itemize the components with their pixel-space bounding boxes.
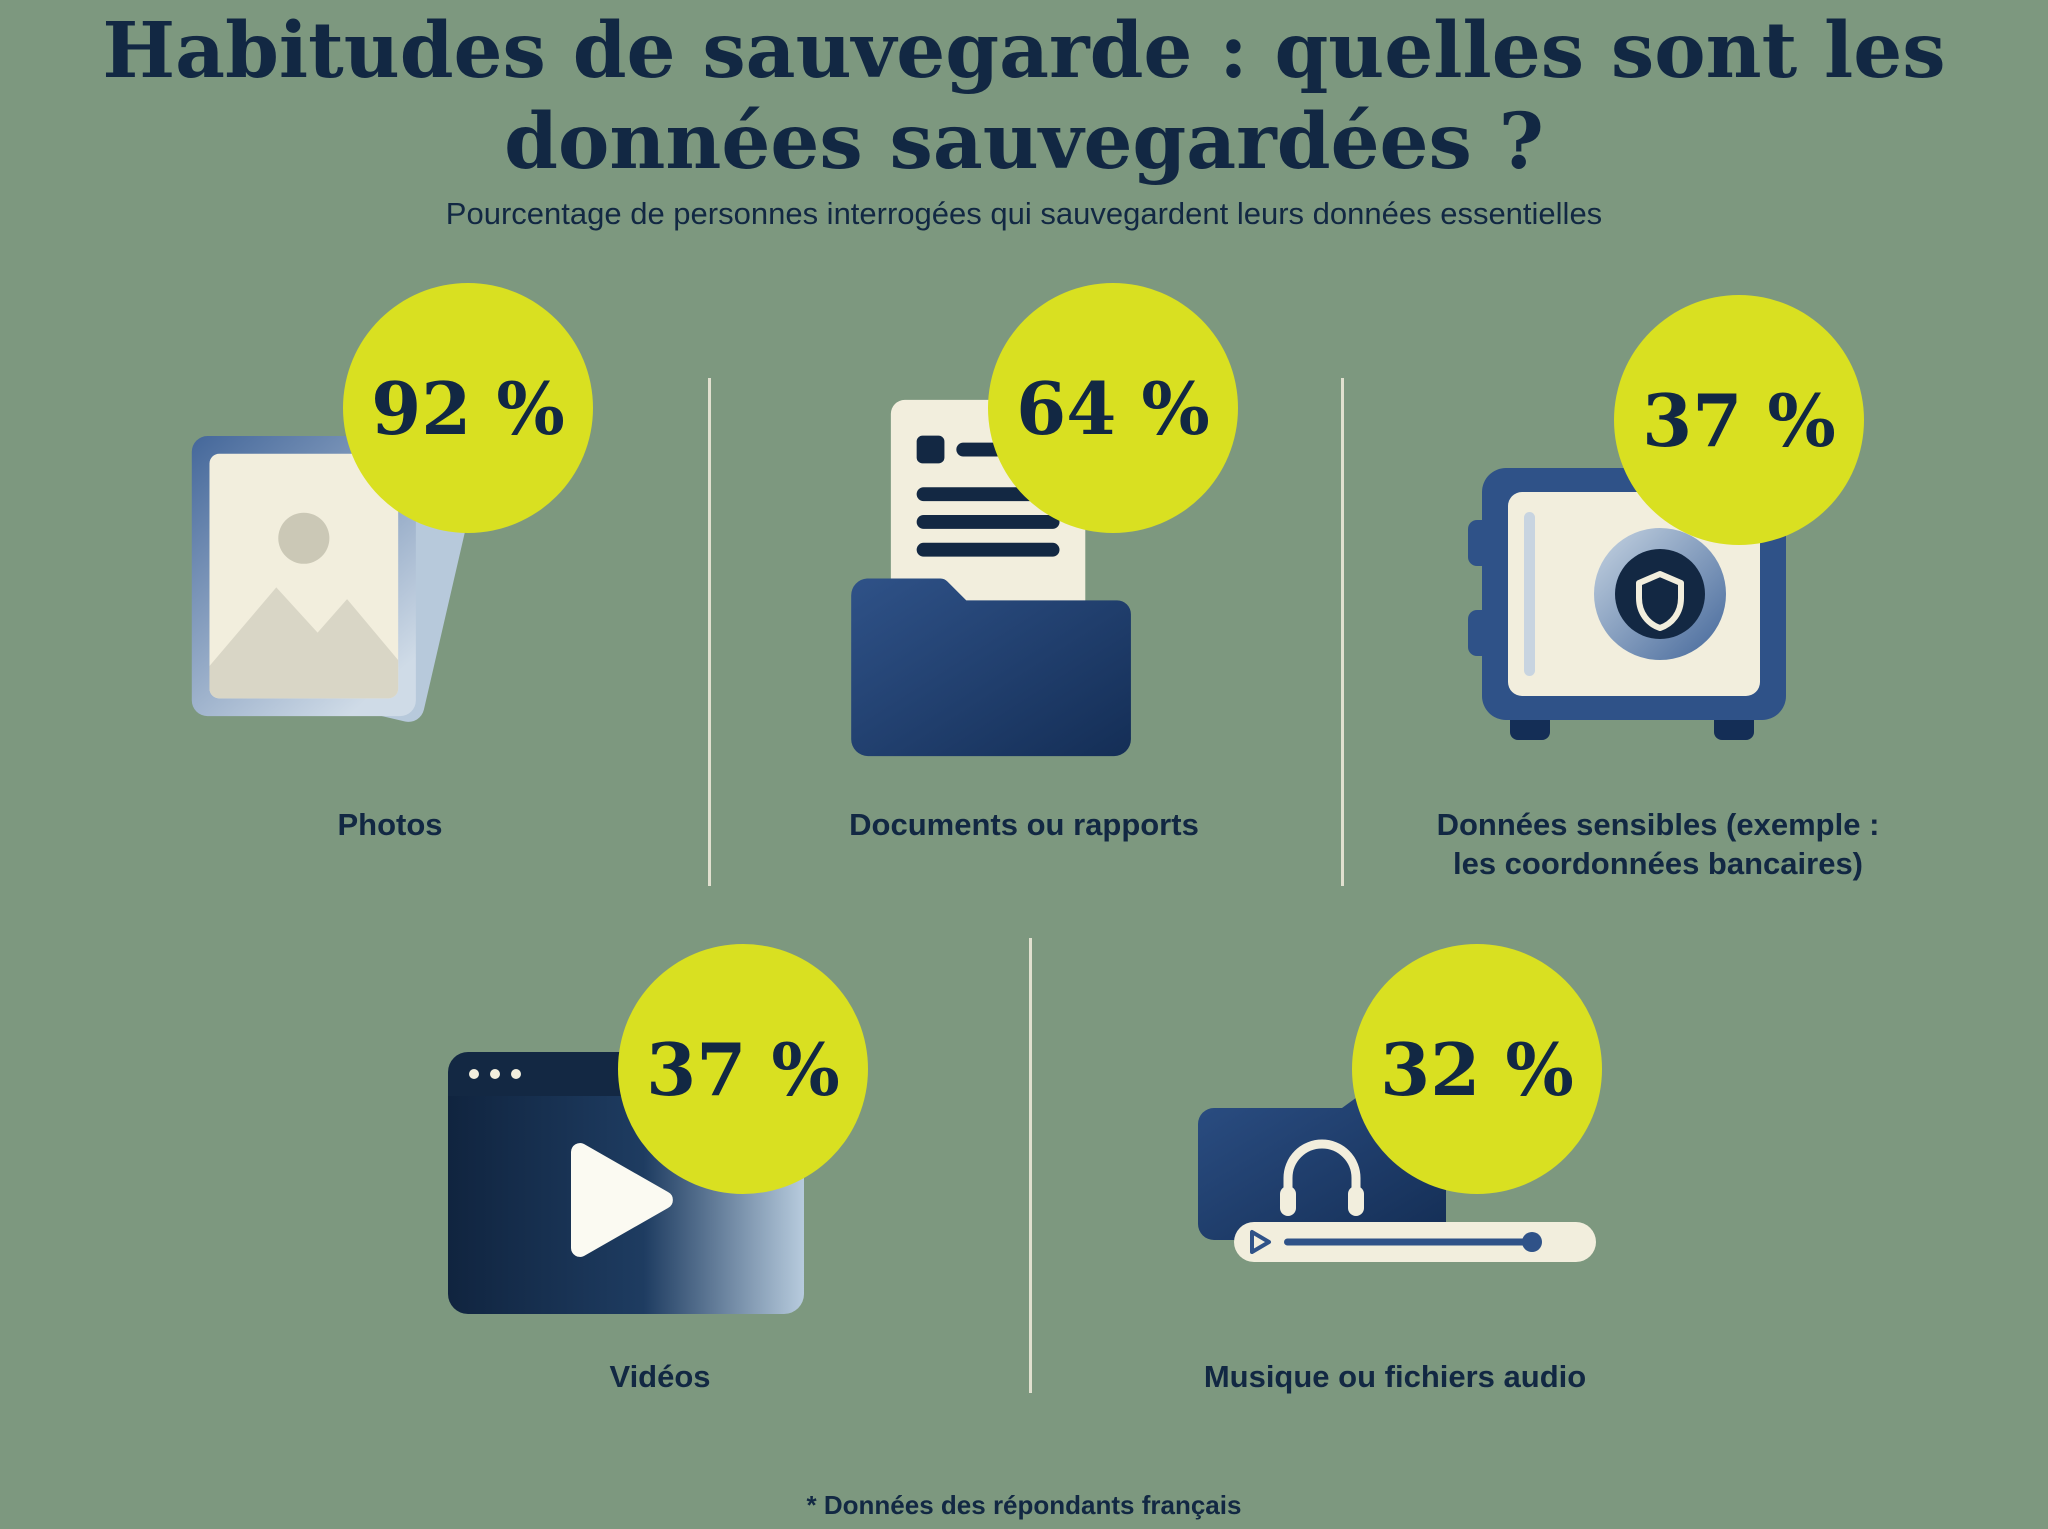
sensitive-data-label: Données sensibles (exemple : les coordon… xyxy=(1398,806,1918,884)
documents-label-line1: Documents ou rapports xyxy=(849,807,1199,842)
audio-label: Musique ou fichiers audio xyxy=(1145,1358,1645,1397)
video-percentage-badge: 37 % xyxy=(618,944,868,1194)
audio-label-line1: Musique ou fichiers audio xyxy=(1203,1359,1587,1394)
video-percentage-value: 37 % xyxy=(646,1026,840,1112)
video-label: Vidéos xyxy=(460,1358,860,1397)
photos-label-line1: Photos xyxy=(337,807,443,842)
page-title-line2: données sauvegardées ? xyxy=(504,96,1544,187)
divider-row2 xyxy=(1029,938,1032,1393)
photos-label: Photos xyxy=(140,806,640,845)
sensitive-data-percentage-badge: 37 % xyxy=(1614,295,1864,545)
footnote: * Données des répondants français xyxy=(806,1490,1242,1520)
divider-row1-right xyxy=(1341,378,1344,886)
photos-percentage-badge: 92 % xyxy=(343,283,593,533)
photos-percentage-value: 92 % xyxy=(371,365,565,451)
audio-percentage-badge: 32 % xyxy=(1352,944,1602,1194)
sensitive-data-label-line2: les coordonnées bancaires) xyxy=(1452,845,1864,881)
video-label-line1: Vidéos xyxy=(609,1359,711,1394)
page-title-line1: Habitudes de sauvegarde : quelles sont l… xyxy=(102,6,1946,96)
audio-percentage-value: 32 % xyxy=(1380,1026,1574,1112)
divider-row1-left xyxy=(708,378,711,886)
documents-percentage-badge: 64 % xyxy=(988,283,1238,533)
sensitive-data-label-line1: Données sensibles (exemple : xyxy=(1436,807,1880,842)
sensitive-data-percentage-value: 37 % xyxy=(1642,377,1836,463)
documents-label: Documents ou rapports xyxy=(774,806,1274,845)
page-title: Habitudes de sauvegarde : quelles sont l… xyxy=(0,6,2048,188)
page-subtitle: Pourcentage de personnes interrogées qui… xyxy=(445,196,1603,231)
documents-percentage-value: 64 % xyxy=(1016,365,1210,451)
